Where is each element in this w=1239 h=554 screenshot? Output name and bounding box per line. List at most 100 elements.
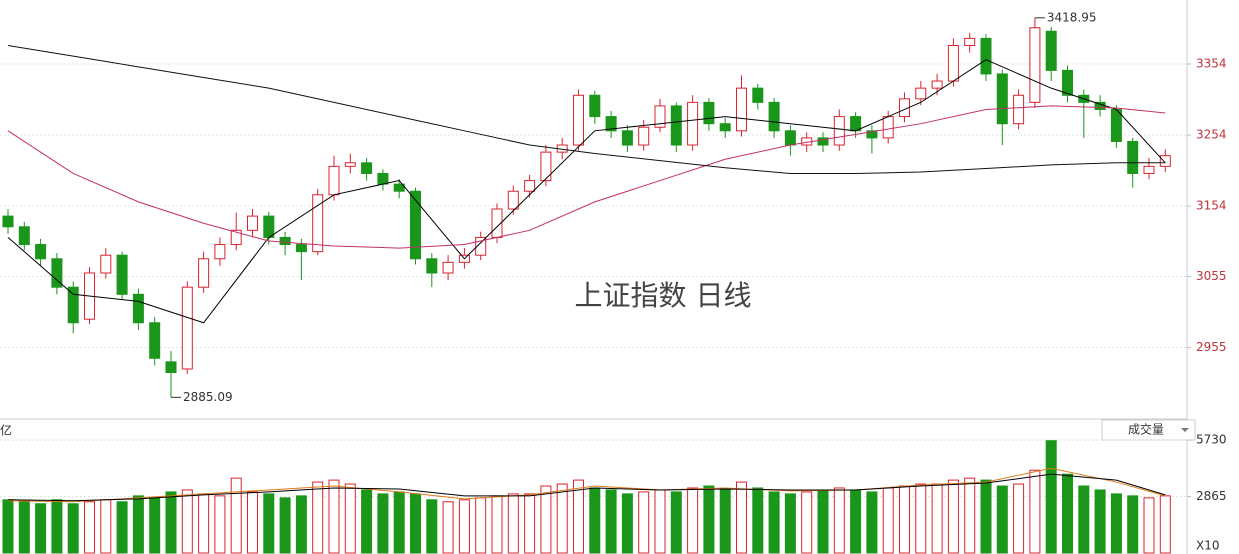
volume-bar [1078, 485, 1090, 554]
volume-bar [850, 489, 862, 554]
volume-bar [801, 491, 813, 554]
candle-body [931, 80, 943, 89]
candle-body [230, 229, 242, 246]
candle-body [149, 322, 161, 359]
volume-bar [573, 479, 584, 554]
candle-body [866, 130, 878, 139]
volume-bar [1062, 473, 1073, 554]
candle-body [882, 116, 894, 139]
candle-body [295, 244, 307, 253]
volume-bar [931, 483, 943, 554]
volume-unit: 亿 [0, 423, 12, 438]
candle-body [589, 94, 601, 118]
candle-body [1029, 27, 1041, 103]
volume-bar [589, 487, 601, 554]
volume-bar [100, 499, 112, 554]
volume-bar [556, 483, 568, 554]
candle-body [475, 236, 487, 256]
volume-bar [295, 495, 307, 554]
volume-bar [377, 493, 389, 554]
candle-body [964, 37, 976, 46]
volume-bar [817, 489, 829, 554]
candle-body [687, 101, 699, 146]
candle-body [442, 261, 454, 274]
candle-body [198, 258, 210, 288]
volume-bar [996, 485, 1008, 554]
moving-average [7, 59, 1166, 324]
volume-bar [768, 491, 780, 554]
volume-bar [181, 489, 193, 554]
volume-bar [833, 487, 845, 554]
moving-average [7, 105, 1166, 249]
candle-body [312, 194, 324, 253]
candle-body [817, 137, 829, 146]
volume-bar [1159, 495, 1171, 554]
volume-bar [621, 493, 633, 554]
candle-body [67, 286, 79, 324]
volume-dropdown[interactable]: 成交量 [1101, 419, 1196, 441]
volume-bar [116, 501, 128, 554]
volume-bar [866, 491, 878, 554]
volume-bar [312, 481, 324, 554]
candle-body [1013, 94, 1025, 125]
candle-body [605, 116, 617, 132]
candle-body [621, 130, 633, 146]
candle-body [263, 215, 275, 238]
volume-bar [1029, 469, 1041, 554]
volume-bar [149, 497, 161, 554]
candle-body [1110, 108, 1122, 142]
volume-bar [980, 479, 992, 554]
volume-bar [247, 491, 258, 554]
candle-body [996, 73, 1008, 125]
candle-body [361, 162, 373, 174]
candle-body [393, 183, 405, 192]
volume-bar [524, 493, 536, 554]
candle-body [1062, 69, 1073, 96]
volume-bar [361, 489, 373, 554]
volume-bar [687, 487, 699, 554]
chart-title: 上证指数 日线 [575, 279, 752, 312]
candle-body [214, 244, 226, 260]
volume-bar [84, 501, 95, 554]
candle-body [181, 286, 193, 370]
y-tick-label: 3154 [1196, 199, 1227, 213]
candle-body [915, 87, 927, 100]
volume-bar [1143, 497, 1155, 554]
extreme-label: 2885.09 [183, 390, 233, 404]
volume-bar [491, 495, 503, 554]
candle-body [752, 87, 764, 103]
y-tick-label: 3354 [1196, 56, 1227, 70]
candle-body [980, 37, 992, 75]
candle-body [670, 105, 682, 146]
candle-body [654, 105, 666, 128]
volume-bar [458, 499, 470, 554]
candle-body [540, 151, 552, 182]
volume-bar [947, 479, 959, 554]
volume-bar [67, 503, 79, 554]
volume-bar [1110, 493, 1122, 554]
candle-body [719, 123, 731, 132]
y-tick-label: 3055 [1196, 269, 1227, 283]
volume-moving-average [7, 467, 1166, 503]
volume-bar [1013, 483, 1025, 554]
volume-bar [198, 493, 210, 554]
volume-bar [507, 493, 519, 554]
candle-body [947, 44, 959, 82]
dropdown-arrow[interactable] [1181, 428, 1189, 432]
candle-body [736, 87, 747, 132]
volume-moving-average [7, 473, 1166, 502]
volume-bar [654, 489, 666, 554]
volume-bar [279, 497, 291, 554]
candle-body [850, 116, 862, 132]
y-tick-label: 2865 [1196, 489, 1227, 503]
dropdown-label[interactable]: 成交量 [1128, 422, 1164, 437]
candle-body [573, 94, 584, 146]
volume-bar [344, 483, 356, 554]
volume-bar [915, 483, 927, 554]
candle-body [165, 361, 177, 374]
volume-bar [51, 499, 63, 554]
volume-bar [35, 503, 47, 554]
y-tick-label: 2955 [1196, 340, 1227, 354]
volume-bar [605, 489, 617, 554]
